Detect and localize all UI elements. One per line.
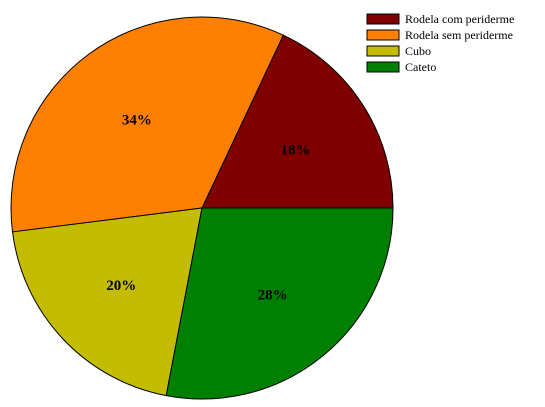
- pie-slice-label: 20%: [106, 278, 136, 294]
- legend-swatch: [366, 13, 400, 25]
- legend-swatch: [366, 61, 400, 73]
- pie-slice-rodela-sem-periderme: [10, 16, 284, 233]
- pie-slices: [10, 16, 394, 400]
- pie-slice-cateto: [165, 207, 394, 400]
- pie-slice-label: 28%: [258, 287, 288, 303]
- legend-label: Rodela com periderme: [405, 12, 514, 26]
- pie-slice-cubo: [11, 207, 203, 397]
- pie-slice-rodela-com-periderme: [201, 34, 394, 209]
- legend-label: Cateto: [405, 60, 436, 74]
- legend: Rodela com periderme Rodela sem periderme…: [366, 12, 514, 74]
- legend-swatch: [366, 29, 400, 41]
- pie-slice-label: 18%: [281, 143, 311, 159]
- legend-swatch: [366, 45, 400, 57]
- pie-slice-label: 34%: [122, 112, 152, 128]
- legend-label: Rodela sem periderme: [405, 28, 513, 42]
- legend-label: Cubo: [405, 44, 431, 58]
- pie-slice-labels: 18% 34% 20% 28%: [106, 112, 310, 303]
